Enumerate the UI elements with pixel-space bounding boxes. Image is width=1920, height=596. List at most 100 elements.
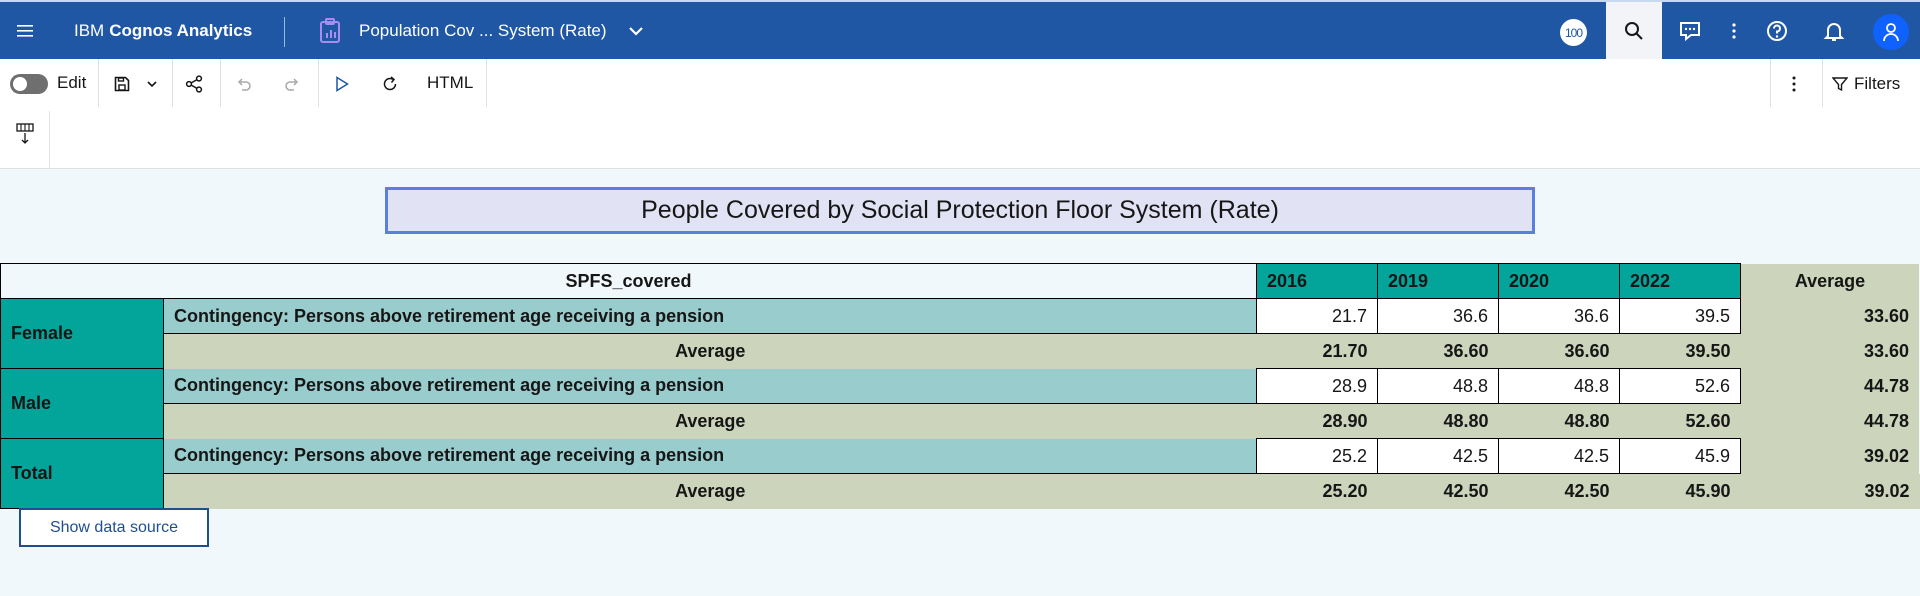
data-cell[interactable]: 48.8 xyxy=(1498,368,1620,404)
redo-button[interactable] xyxy=(272,63,312,105)
average-cell[interactable]: 28.90 xyxy=(1256,403,1378,439)
data-cell[interactable]: 42.5 xyxy=(1498,438,1620,474)
help-icon xyxy=(1767,20,1787,41)
report-name[interactable]: Population Cov ... System (Rate) xyxy=(359,20,607,40)
chat-icon xyxy=(1680,21,1700,41)
average-cell[interactable]: 36.60 xyxy=(1377,333,1499,369)
notifications-button[interactable] xyxy=(1814,2,1854,59)
row-average-cell[interactable]: 44.78 xyxy=(1740,368,1920,404)
chat-button[interactable] xyxy=(1670,2,1710,59)
average-cell[interactable]: 39.50 xyxy=(1619,333,1741,369)
data-cell[interactable]: 25.2 xyxy=(1256,438,1378,474)
average-cell[interactable]: 42.50 xyxy=(1377,473,1499,509)
brand-prefix: IBM xyxy=(74,20,105,40)
data-cell[interactable]: 21.7 xyxy=(1256,298,1378,334)
data-cell[interactable]: 36.6 xyxy=(1498,298,1620,334)
data-cell[interactable]: 39.5 xyxy=(1619,298,1741,334)
share-icon xyxy=(185,75,203,93)
group-header-female[interactable]: Female xyxy=(0,298,164,369)
help-button[interactable] xyxy=(1757,2,1797,59)
average-cell[interactable]: 36.60 xyxy=(1498,333,1620,369)
crosstab-corner[interactable]: SPFS_covered xyxy=(0,263,1257,299)
average-row: Average 25.20 42.50 42.50 45.90 39.02 xyxy=(1,473,1920,509)
brand-name: Cognos Analytics xyxy=(109,20,253,40)
data-cell[interactable]: 42.5 xyxy=(1377,438,1499,474)
edit-label: Edit xyxy=(57,73,87,92)
average-cell[interactable]: 45.90 xyxy=(1619,473,1741,509)
output-format-button[interactable]: HTML xyxy=(427,73,474,92)
menu-icon[interactable] xyxy=(0,2,50,59)
toolbar-divider xyxy=(172,59,173,107)
contingency-row-label[interactable]: Contingency: Persons above retirement ag… xyxy=(163,368,1257,404)
filters-label: Filters xyxy=(1854,74,1901,93)
total-average-cell[interactable]: 44.78 xyxy=(1740,403,1920,439)
year-header[interactable]: 2019 xyxy=(1377,263,1499,299)
average-cell[interactable]: 48.80 xyxy=(1498,403,1620,439)
show-data-source-button[interactable]: Show data source xyxy=(19,508,209,547)
average-row-label[interactable]: Average xyxy=(163,333,1257,369)
data-cell[interactable]: 28.9 xyxy=(1256,368,1378,404)
average-cell[interactable]: 48.80 xyxy=(1377,403,1499,439)
toolbar-divider xyxy=(1770,59,1771,107)
year-header[interactable]: 2016 xyxy=(1256,263,1378,299)
year-header[interactable]: 2022 xyxy=(1619,263,1741,299)
run-button[interactable] xyxy=(322,63,362,105)
toolbar-divider xyxy=(220,59,221,107)
data-cell[interactable]: 52.6 xyxy=(1619,368,1741,404)
average-row: Average 21.70 36.60 36.60 39.50 33.60 xyxy=(1,333,1920,369)
table-row: Female Contingency: Persons above retire… xyxy=(0,298,1920,369)
average-row-label[interactable]: Average xyxy=(163,403,1257,439)
play-icon xyxy=(336,76,349,92)
product-name[interactable]: IBM Cognos Analytics xyxy=(74,2,252,59)
refresh-button[interactable] xyxy=(370,63,410,105)
save-options-button[interactable] xyxy=(140,63,164,105)
toolbar-overflow-button[interactable] xyxy=(1774,63,1814,105)
share-button[interactable] xyxy=(174,63,214,105)
user-icon xyxy=(1883,23,1899,42)
group-header-total[interactable]: Total xyxy=(0,438,164,509)
search-button[interactable] xyxy=(1606,2,1662,59)
refresh-icon xyxy=(383,76,397,91)
row-average-cell[interactable]: 33.60 xyxy=(1740,298,1920,334)
user-avatar[interactable] xyxy=(1873,14,1909,50)
year-header[interactable]: 2020 xyxy=(1498,263,1620,299)
average-cell[interactable]: 25.20 xyxy=(1256,473,1378,509)
contingency-row-label[interactable]: Contingency: Persons above retirement ag… xyxy=(163,438,1257,474)
average-cell[interactable]: 52.60 xyxy=(1619,403,1741,439)
data-cell[interactable]: 48.8 xyxy=(1377,368,1499,404)
more-options-icon[interactable] xyxy=(1722,2,1746,59)
total-average-cell[interactable]: 39.02 xyxy=(1740,473,1920,509)
crosstab[interactable]: SPFS_covered 2016 2019 2020 2022 Average… xyxy=(0,263,1920,509)
edit-mode-toggle[interactable] xyxy=(10,74,48,94)
row-average-cell[interactable]: 39.02 xyxy=(1740,438,1920,474)
undo-icon xyxy=(237,78,251,91)
toolbar-divider xyxy=(318,59,319,107)
average-column-header[interactable]: Average xyxy=(1740,263,1920,299)
group-header-male[interactable]: Male xyxy=(0,368,164,439)
crosstab-header-row: SPFS_covered 2016 2019 2020 2022 Average xyxy=(0,263,1920,299)
data-cell[interactable]: 36.6 xyxy=(1377,298,1499,334)
search-icon xyxy=(1625,21,1643,40)
chevron-down-icon[interactable] xyxy=(625,20,647,42)
chevron-down-icon xyxy=(147,81,157,88)
report-toolbar: Edit HTML Filters xyxy=(0,59,1920,169)
filters-button[interactable]: Filters xyxy=(1832,63,1900,105)
average-cell[interactable]: 42.50 xyxy=(1498,473,1620,509)
average-cell[interactable]: 21.70 xyxy=(1256,333,1378,369)
insert-table-button[interactable] xyxy=(10,117,40,151)
data-cell[interactable]: 45.9 xyxy=(1619,438,1741,474)
app-header: IBM Cognos Analytics Population Cov ... S… xyxy=(0,0,1920,59)
report-heading[interactable]: People Covered by Social Protection Floo… xyxy=(385,187,1535,234)
notification-count-badge[interactable]: 100 xyxy=(1560,19,1587,46)
undo-button[interactable] xyxy=(224,63,264,105)
redo-icon xyxy=(285,78,299,91)
bell-icon xyxy=(1823,22,1845,41)
toolbar-divider xyxy=(1822,59,1823,107)
table-insert-icon xyxy=(16,123,34,144)
save-button[interactable] xyxy=(101,63,143,105)
total-average-cell[interactable]: 33.60 xyxy=(1740,333,1920,369)
table-row: Total Contingency: Persons above retirem… xyxy=(0,438,1920,509)
toolbar-divider xyxy=(486,59,487,107)
contingency-row-label[interactable]: Contingency: Persons above retirement ag… xyxy=(163,298,1257,334)
average-row-label[interactable]: Average xyxy=(163,473,1257,509)
